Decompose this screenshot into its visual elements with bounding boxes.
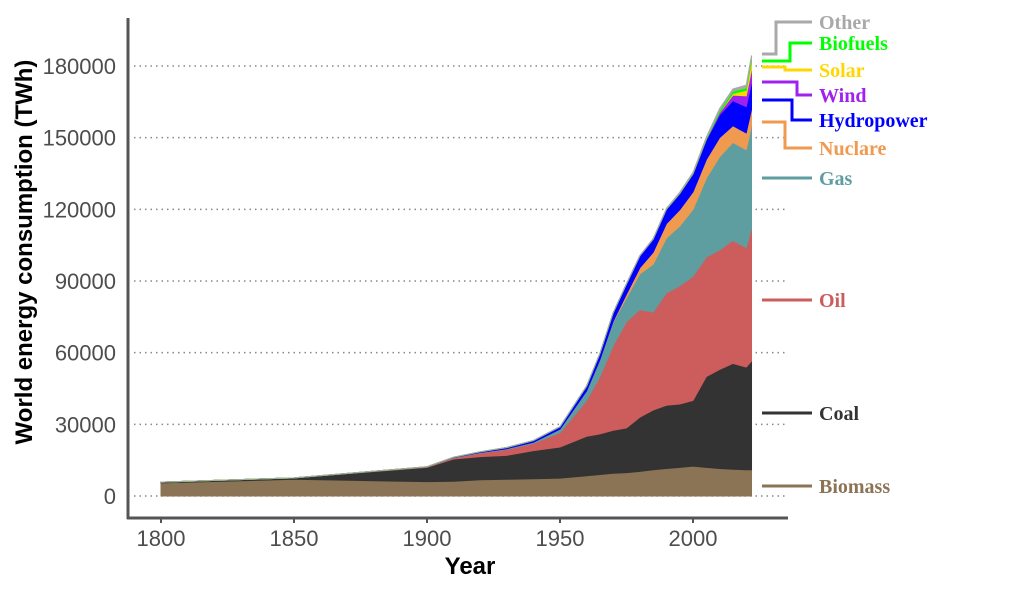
series-label-gas: Gas (819, 168, 853, 190)
series-label-coal: Coal (819, 403, 859, 425)
series-label-biofuels: Biofuels (819, 33, 888, 55)
x-tick-label: 2000 (669, 526, 718, 551)
y-tick-label: 90000 (55, 269, 116, 294)
series-label-wind: Wind (819, 85, 866, 107)
y-tick-label: 180000 (43, 54, 116, 79)
series-label-hydropower: Hydropower (819, 110, 928, 132)
x-tick-label: 1800 (137, 526, 186, 551)
series-label-other: Other (819, 12, 870, 34)
series-label-biomass: Biomass (819, 476, 890, 498)
leader-line-nuclare (762, 120, 812, 150)
x-tick-label: 1900 (403, 526, 452, 551)
x-tick-label: 1950 (536, 526, 585, 551)
leader-line-other (762, 20, 812, 56)
leader-line-biofuels (762, 41, 812, 63)
leader-line-hydropower (762, 98, 812, 122)
series-label-solar: Solar (819, 60, 865, 82)
y-tick-label: 120000 (43, 197, 116, 222)
x-axis-title: Year (445, 553, 496, 580)
area-series (160, 55, 753, 497)
leader-line-wind (762, 80, 812, 97)
area-other (160, 55, 753, 483)
y-tick-label: 0 (104, 484, 116, 509)
leader-line-solar (762, 65, 812, 72)
series-labels: Biomass Coal Oil Gas Nuclare Hydropower Wind So… (762, 12, 928, 498)
x-tick-labels: 1800 1850 1900 1950 2000 (137, 526, 718, 551)
y-tick-label: 150000 (43, 126, 116, 151)
y-tick-label: 60000 (55, 341, 116, 366)
axes (126, 18, 788, 523)
series-label-nuclare: Nuclare (819, 138, 887, 160)
y-axis-title: World energy consumption (TWh) (11, 60, 38, 445)
series-label-oil: Oil (819, 290, 846, 312)
y-tick-labels: 0 30000 60000 90000 120000 150000 180000 (43, 54, 116, 509)
x-tick-label: 1850 (270, 526, 319, 551)
y-tick-label: 30000 (55, 412, 116, 437)
